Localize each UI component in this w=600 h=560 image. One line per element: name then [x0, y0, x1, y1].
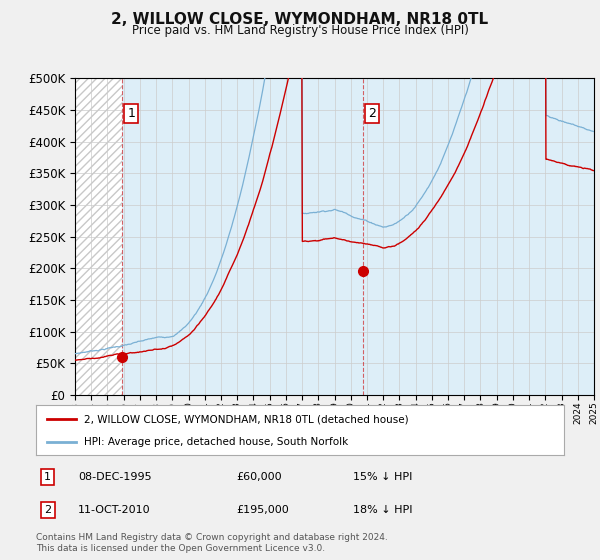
Text: Price paid vs. HM Land Registry's House Price Index (HPI): Price paid vs. HM Land Registry's House …	[131, 24, 469, 37]
Text: 15% ↓ HPI: 15% ↓ HPI	[353, 472, 412, 482]
Text: 18% ↓ HPI: 18% ↓ HPI	[353, 505, 412, 515]
Text: 08-DEC-1995: 08-DEC-1995	[78, 472, 152, 482]
Text: 11-OCT-2010: 11-OCT-2010	[78, 505, 151, 515]
Text: 2: 2	[44, 505, 51, 515]
Bar	[75, 78, 122, 395]
Text: £195,000: £195,000	[236, 505, 289, 515]
Text: 2, WILLOW CLOSE, WYMONDHAM, NR18 0TL: 2, WILLOW CLOSE, WYMONDHAM, NR18 0TL	[112, 12, 488, 27]
Text: 1: 1	[127, 107, 135, 120]
Text: £60,000: £60,000	[236, 472, 282, 482]
Text: 2: 2	[368, 107, 376, 120]
Text: Contains HM Land Registry data © Crown copyright and database right 2024.
This d: Contains HM Land Registry data © Crown c…	[36, 533, 388, 553]
Text: 1: 1	[44, 472, 51, 482]
Text: 2, WILLOW CLOSE, WYMONDHAM, NR18 0TL (detached house): 2, WILLOW CLOSE, WYMONDHAM, NR18 0TL (de…	[83, 414, 408, 424]
Bar	[122, 78, 594, 395]
Text: HPI: Average price, detached house, South Norfolk: HPI: Average price, detached house, Sout…	[83, 437, 348, 447]
